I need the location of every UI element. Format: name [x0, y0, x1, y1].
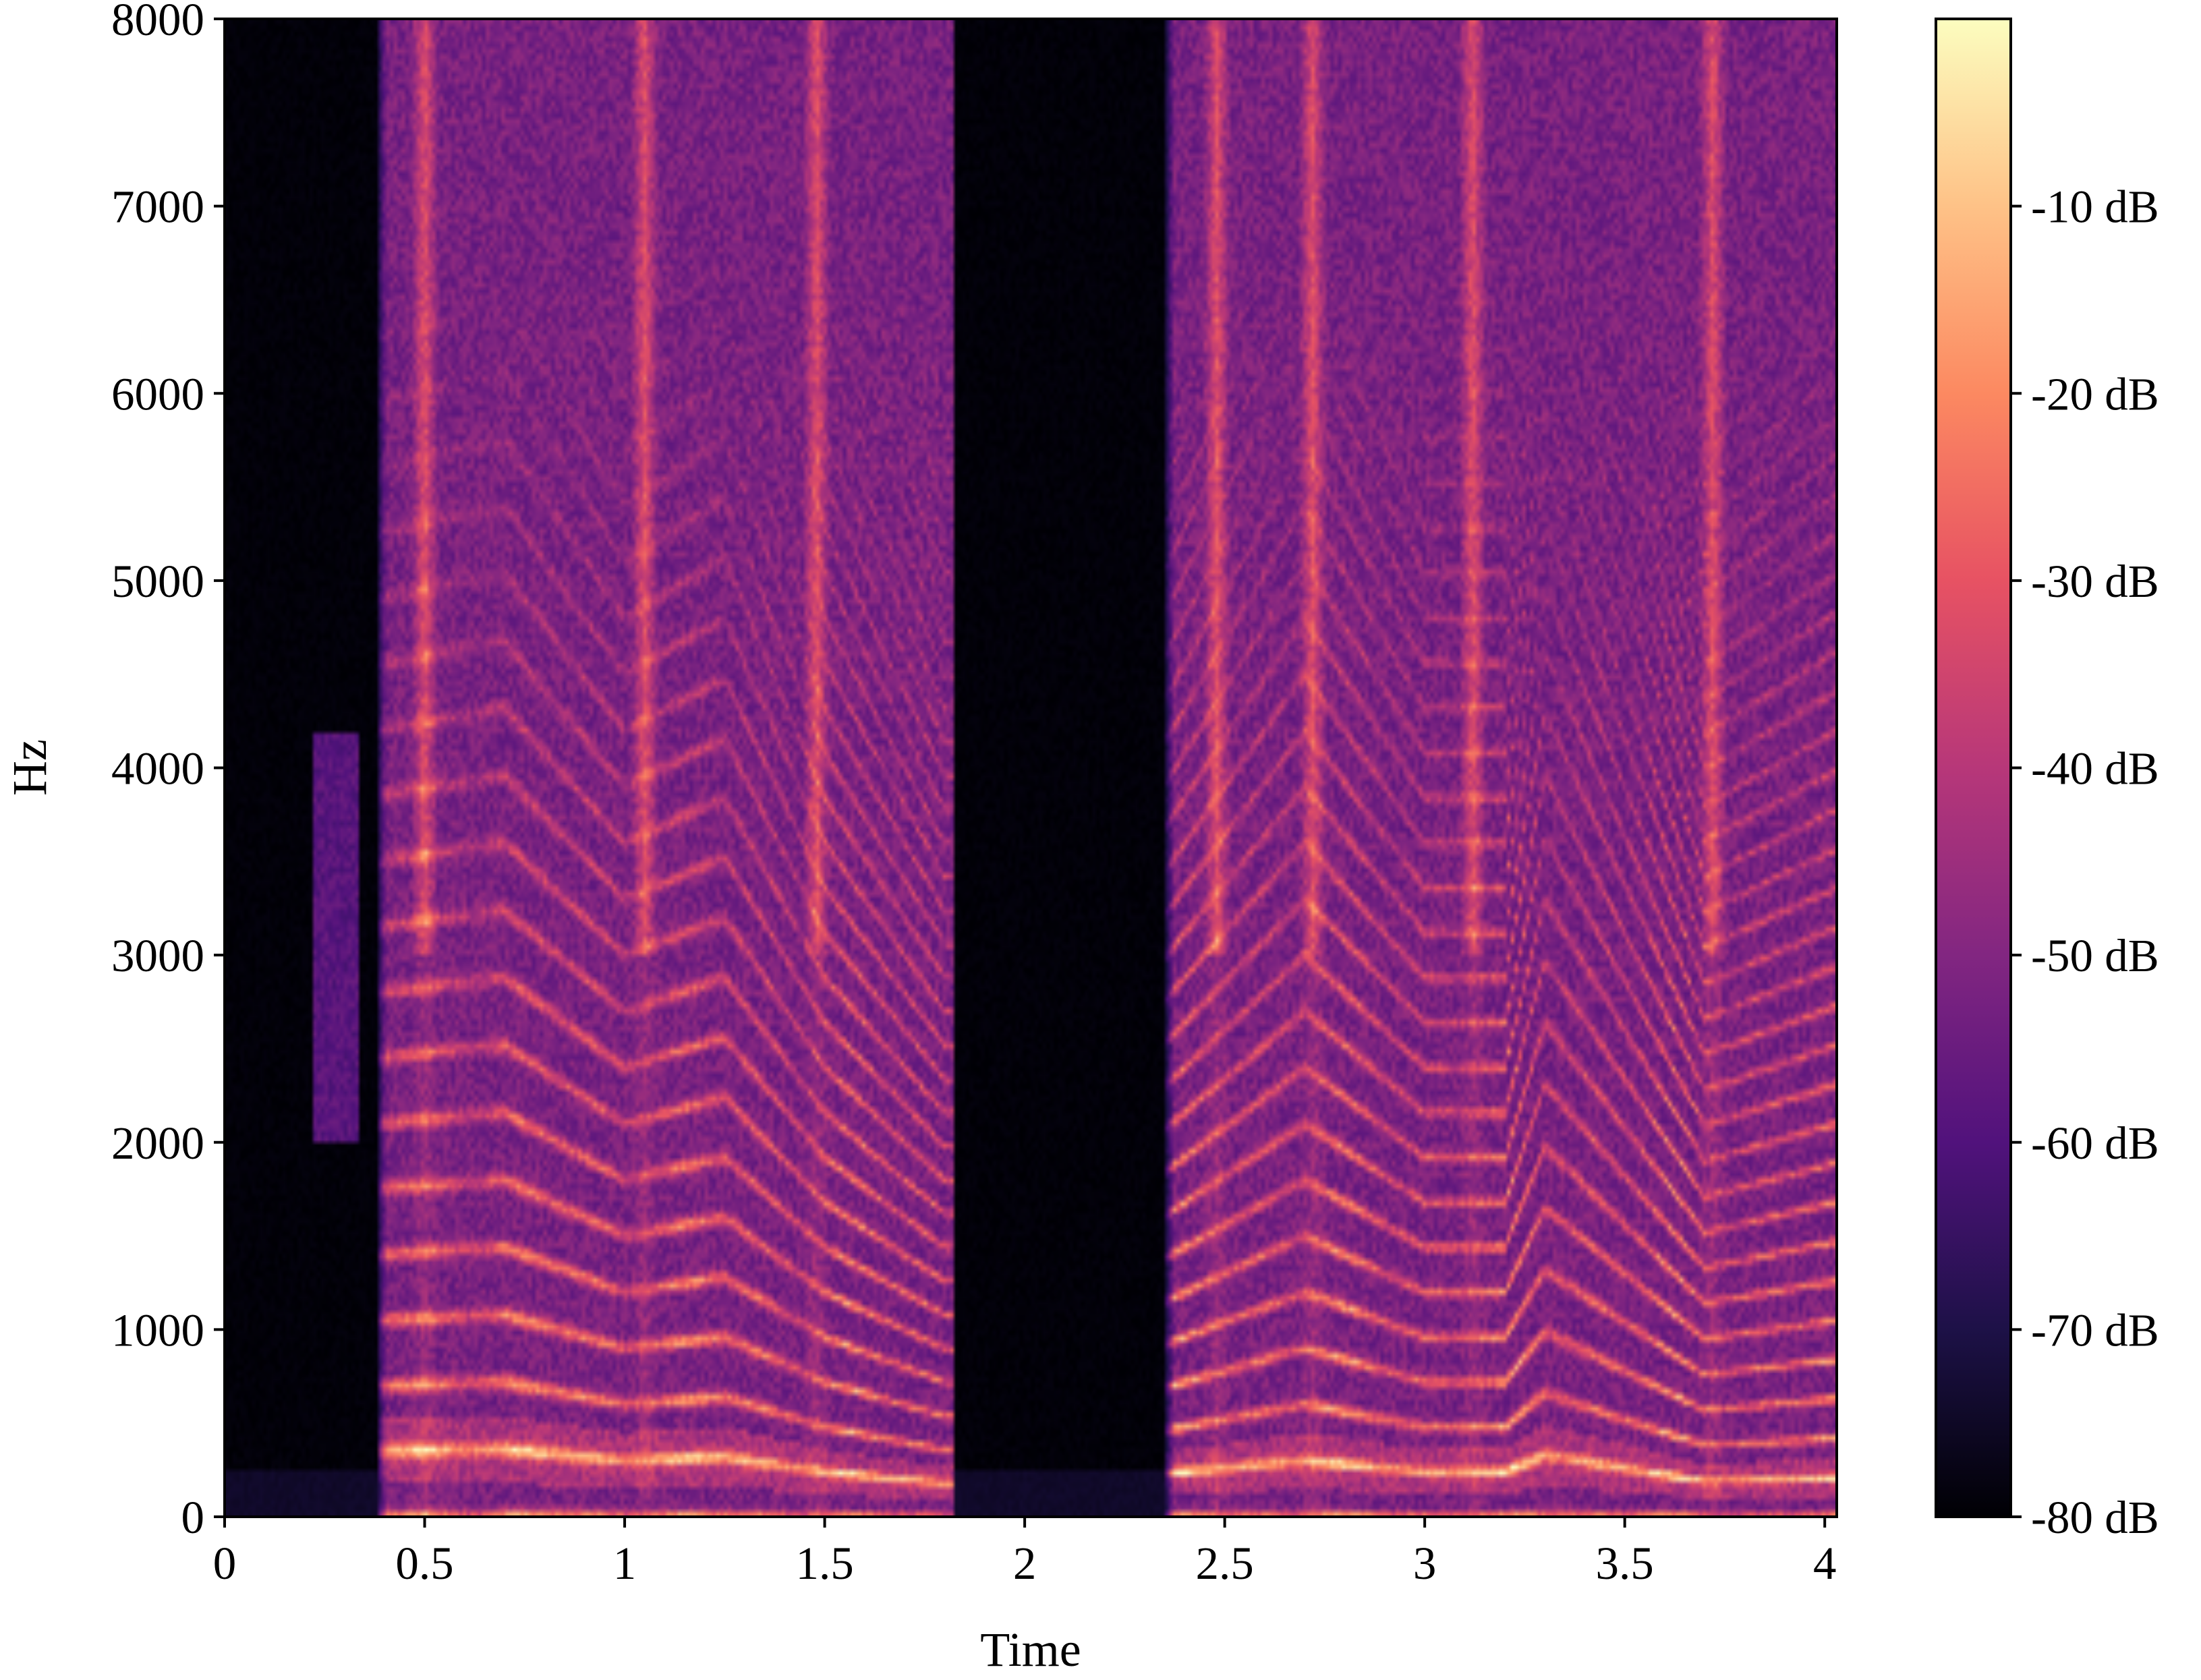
colorbar-tick-label: -70 dB [2031, 1304, 2159, 1356]
x-tick-label: 0.5 [395, 1538, 453, 1589]
y-tick-label: 7000 [111, 181, 204, 233]
y-tick-label: 6000 [111, 368, 204, 419]
y-tick-label: 1000 [111, 1304, 204, 1356]
x-tick-label: 3 [1413, 1538, 1437, 1589]
y-tick-label: 4000 [111, 743, 204, 794]
x-tick-label: 1.5 [795, 1538, 853, 1589]
x-tick-label: 0 [213, 1538, 237, 1589]
x-tick-label: 4 [1813, 1538, 1837, 1589]
colorbar-tick-label: -60 dB [2031, 1118, 2159, 1169]
y-tick-label: 8000 [111, 0, 204, 45]
colorbar-gradient [1935, 18, 2012, 1518]
x-axis-title: Time [980, 1623, 1081, 1677]
x-tick-label: 2 [1013, 1538, 1037, 1589]
y-tick-label: 5000 [111, 556, 204, 607]
colorbar-tick-label: -10 dB [2031, 181, 2159, 233]
y-tick-label: 3000 [111, 930, 204, 981]
y-tick-label: 0 [181, 1492, 205, 1543]
colorbar-tick-label: -40 dB [2031, 743, 2159, 794]
y-axis-title: Hz [3, 739, 57, 796]
x-axis: 0 0.5 1 1.5 2 2.5 3 3.5 4 [213, 1517, 1837, 1589]
colorbar-tick-label: -30 dB [2031, 556, 2159, 607]
spectrogram-image [225, 19, 1837, 1517]
y-axis: 0 1000 2000 3000 4000 5000 6000 7000 8000 [111, 0, 225, 1543]
x-tick-label: 2.5 [1196, 1538, 1254, 1589]
colorbar-tick-label: -80 dB [2031, 1492, 2159, 1543]
colorbar-tick-label: -50 dB [2031, 930, 2159, 981]
x-tick-label: 1 [613, 1538, 637, 1589]
plot-area [223, 18, 1838, 1518]
x-tick-label: 3.5 [1596, 1538, 1654, 1589]
colorbar-tick-label: -20 dB [2031, 368, 2159, 419]
y-tick-label: 2000 [111, 1118, 204, 1169]
colorbar: -10 dB -20 dB -30 dB -40 dB -50 dB -60 dB -70 … [1935, 18, 2159, 1543]
